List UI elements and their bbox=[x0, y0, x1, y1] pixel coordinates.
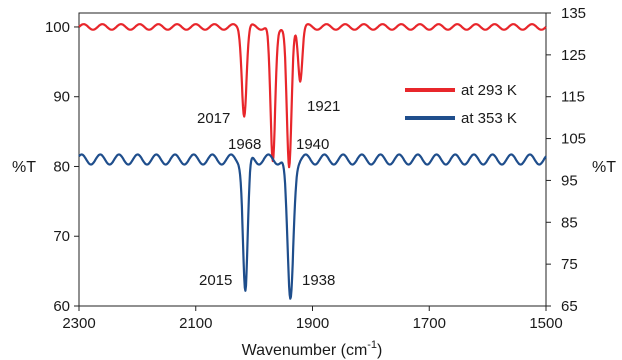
series-layer bbox=[78, 23, 547, 300]
plot-frame bbox=[78, 12, 547, 307]
x-tick-label-1700: 1700 bbox=[413, 315, 446, 332]
peak-label-2017: 2017 bbox=[197, 110, 230, 127]
x-axis-title-sup: -1 bbox=[367, 339, 377, 351]
x-tick-label-2300: 2300 bbox=[62, 315, 95, 332]
series-line-353k bbox=[78, 153, 547, 300]
ticks-layer: 2300 2100 1900 1700 1500 60 70 80 90 100 65 75 85 95 1… bbox=[45, 5, 586, 332]
peak-label-1938: 1938 bbox=[302, 272, 335, 289]
y-right-tick-label-75: 75 bbox=[561, 256, 578, 273]
y-right-tick-label-85: 85 bbox=[561, 214, 578, 231]
x-axis-title: Wavenumber (cm-1) bbox=[242, 339, 383, 359]
y-right-tick-label-95: 95 bbox=[561, 172, 578, 189]
x-axis-title-tail: ) bbox=[377, 342, 382, 359]
legend-label-353k: at 353 K bbox=[461, 110, 517, 127]
y-right-tick-label-125: 125 bbox=[561, 47, 586, 64]
x-tick-label-1500: 1500 bbox=[529, 315, 562, 332]
peak-label-2015: 2015 bbox=[199, 272, 232, 289]
x-tick-label-2100: 2100 bbox=[179, 315, 212, 332]
y-left-tick-label-70: 70 bbox=[53, 228, 70, 245]
y-left-tick-label-90: 90 bbox=[53, 89, 70, 106]
y-right-tick-label-105: 105 bbox=[561, 131, 586, 148]
y-right-tick-label-65: 65 bbox=[561, 298, 578, 315]
peak-label-1921: 1921 bbox=[307, 98, 340, 115]
y-right-axis-title: %T bbox=[592, 159, 616, 176]
legend: at 293 K at 353 K bbox=[405, 82, 517, 127]
legend-label-293k: at 293 K bbox=[461, 82, 517, 99]
peak-annotations: 2017 1968 1940 1921 2015 1938 bbox=[197, 98, 340, 289]
y-left-tick-label-60: 60 bbox=[53, 298, 70, 315]
series-line-293k bbox=[78, 23, 547, 169]
y-left-tick-label-80: 80 bbox=[53, 158, 70, 175]
x-tick-label-1900: 1900 bbox=[296, 315, 329, 332]
x-axis-title-main: Wavenumber (cm bbox=[242, 342, 368, 359]
y-left-tick-label-100: 100 bbox=[45, 19, 70, 36]
y-right-tick-label-115: 115 bbox=[561, 89, 585, 106]
peak-label-1968: 1968 bbox=[228, 136, 261, 153]
y-right-tick-label-135: 135 bbox=[561, 5, 586, 22]
y-left-axis-title: %T bbox=[12, 159, 36, 176]
peak-label-1940: 1940 bbox=[296, 136, 329, 153]
